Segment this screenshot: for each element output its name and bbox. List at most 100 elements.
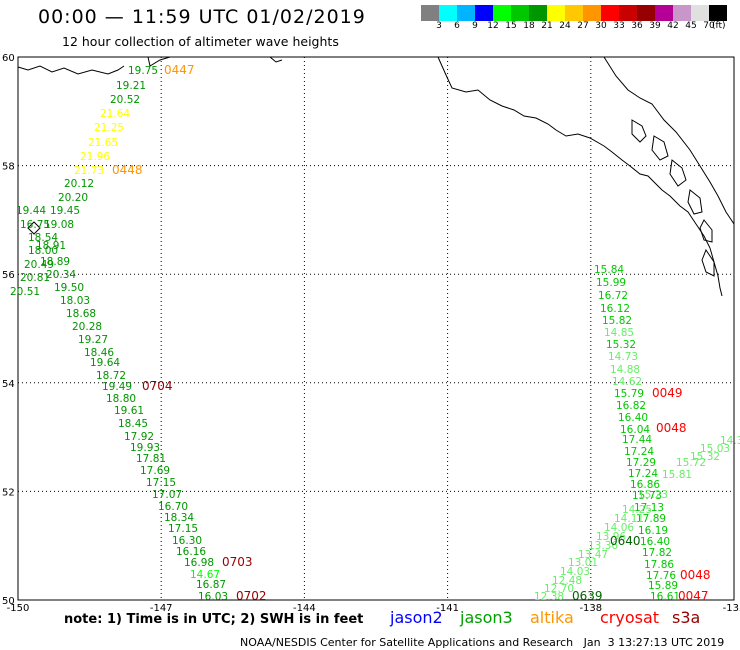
wave-height-label: 18.00 (28, 245, 58, 257)
color-swatch (637, 5, 655, 21)
wave-height-label: 16.82 (616, 400, 646, 412)
lat-label: 60 (2, 53, 15, 64)
color-swatch (673, 5, 691, 21)
color-scale-tick: 45 (685, 21, 697, 31)
wave-height-label: 19.61 (114, 405, 144, 417)
color-scale-tick: 6 (454, 21, 460, 31)
wave-height-label: 16.03 (198, 591, 228, 603)
island-6 (701, 248, 715, 277)
satellite-legend-item: altika (530, 608, 574, 627)
wave-height-label: 17.89 (636, 513, 666, 525)
wave-height-label: 18.80 (106, 393, 136, 405)
wave-height-label: 19.45 (50, 205, 80, 217)
island-4 (687, 189, 703, 215)
wave-height-label: 16.40 (640, 536, 670, 548)
color-scale-tick: 24 (559, 21, 571, 31)
island-3 (669, 159, 687, 187)
wave-height-label: 14.85 (604, 327, 634, 339)
pass-time-label: 0704 (142, 379, 173, 393)
axis-labels: -150 -147 -144 -141 -138 -135 60 58 56 54 52 50 (2, 53, 740, 614)
satellite-legend-item: s3a (672, 608, 701, 627)
wave-height-label: 19.08 (44, 219, 74, 231)
wave-height-label: 21.65 (88, 137, 118, 149)
wave-height-label: 21.96 (80, 151, 110, 163)
wave-height-label: 13.01 (568, 557, 598, 569)
wave-height-label: 20.20 (58, 192, 88, 204)
wave-height-label: 14.25 (622, 504, 652, 516)
wave-height-label: 19.64 (90, 357, 120, 369)
wave-height-label: 14.67 (190, 569, 220, 581)
wave-height-label: 20.52 (110, 94, 140, 106)
lon-label: -147 (150, 603, 173, 614)
wave-height-label: 19.75 (128, 65, 158, 77)
island-1 (631, 119, 647, 143)
wave-height-label: 14.62 (612, 376, 642, 388)
wave-height-label: 15.03 (700, 443, 730, 455)
wave-height-label: 15.82 (602, 315, 632, 327)
coastline-north (17, 56, 171, 75)
coastline (17, 56, 735, 297)
color-swatch (421, 5, 439, 21)
wave-height-label: 14.3 (720, 435, 740, 447)
lon-label: -141 (436, 603, 459, 614)
wave-height-label: 19.44 (16, 205, 46, 217)
wave-height-label: 17.82 (642, 547, 672, 559)
color-swatch (511, 5, 529, 21)
island-5 (699, 219, 713, 243)
wave-height-label: 17.15 (168, 523, 198, 535)
coastline-panhandle (603, 56, 735, 225)
altimeter-tracks: 19.75 19.21 20.52 21.64 21.25 21.65 21.96 21.73… (10, 63, 740, 603)
wave-height-label: 19.27 (78, 334, 108, 346)
color-swatch (655, 5, 673, 21)
wave-height-label: 18.54 (28, 232, 58, 244)
wave-height-label: 16.12 (600, 303, 630, 315)
wave-height-label: 13.96 (596, 531, 626, 543)
footer-credit: NOAA/NESDIS Center for Satellite Applica… (240, 636, 725, 649)
wave-height-label: 18.03 (60, 295, 90, 307)
lat-label: 50 (2, 596, 15, 607)
wave-height-label: 16.98 (184, 557, 214, 569)
wave-height-label: 21.25 (94, 122, 124, 134)
color-scale-tick: 9 (472, 21, 478, 31)
wave-height-label: 14.11 (614, 513, 644, 525)
wave-height-label: 17.76 (646, 570, 676, 582)
wave-height-label: 16.19 (638, 525, 668, 537)
wave-height-label: 15.89 (648, 580, 678, 592)
map-frame (17, 56, 735, 601)
color-scale-tick: 12 (487, 21, 499, 31)
color-swatch (565, 5, 583, 21)
wave-height-label: 17.86 (644, 559, 674, 571)
color-swatch (529, 5, 547, 21)
footer-note: note: 1) Time is in UTC; 2) SWH is in fe… (64, 612, 364, 627)
page-subtitle: 12 hour collection of altimeter wave hei… (62, 34, 339, 49)
wave-height-label: 14.06 (604, 522, 634, 534)
wave-height-label: 21.73 (74, 165, 104, 177)
satellite-legend-item: jason2 (390, 608, 443, 627)
wave-height-label: 18.91 (36, 240, 66, 252)
pass-time-label: 0447 (164, 63, 195, 77)
wave-height-label: 17.69 (140, 465, 170, 477)
wave-height-label: 19.49 (102, 381, 132, 393)
page-title: 00:00 — 11:59 UTC 01/02/2019 (38, 6, 366, 28)
wave-height-label: 17.07 (152, 489, 182, 501)
wave-height-label: 17.13 (634, 502, 664, 514)
wave-height-label: 18.68 (66, 308, 96, 320)
wave-height-label: 18.72 (96, 370, 126, 382)
color-scale-tick: 36 (631, 21, 643, 31)
wave-height-label: 21.64 (100, 108, 130, 120)
wave-height-label: 14.73 (608, 351, 638, 363)
color-swatch (583, 5, 601, 21)
wave-height-label: 14.03 (560, 566, 590, 578)
color-swatch (457, 5, 475, 21)
wave-height-label: 13.47 (578, 549, 608, 561)
wave-height-label: 18.89 (40, 256, 70, 268)
pass-time-label: 0048 (680, 568, 711, 582)
wave-height-label: 17.92 (124, 431, 154, 443)
color-swatch (709, 5, 727, 21)
wave-height-label: 12.48 (552, 575, 582, 587)
color-scale-tick: 3 (436, 21, 442, 31)
wave-height-label: 16.87 (196, 579, 226, 591)
wave-height-label: 20.12 (64, 178, 94, 190)
wave-height-label: 15.73 (632, 490, 662, 502)
